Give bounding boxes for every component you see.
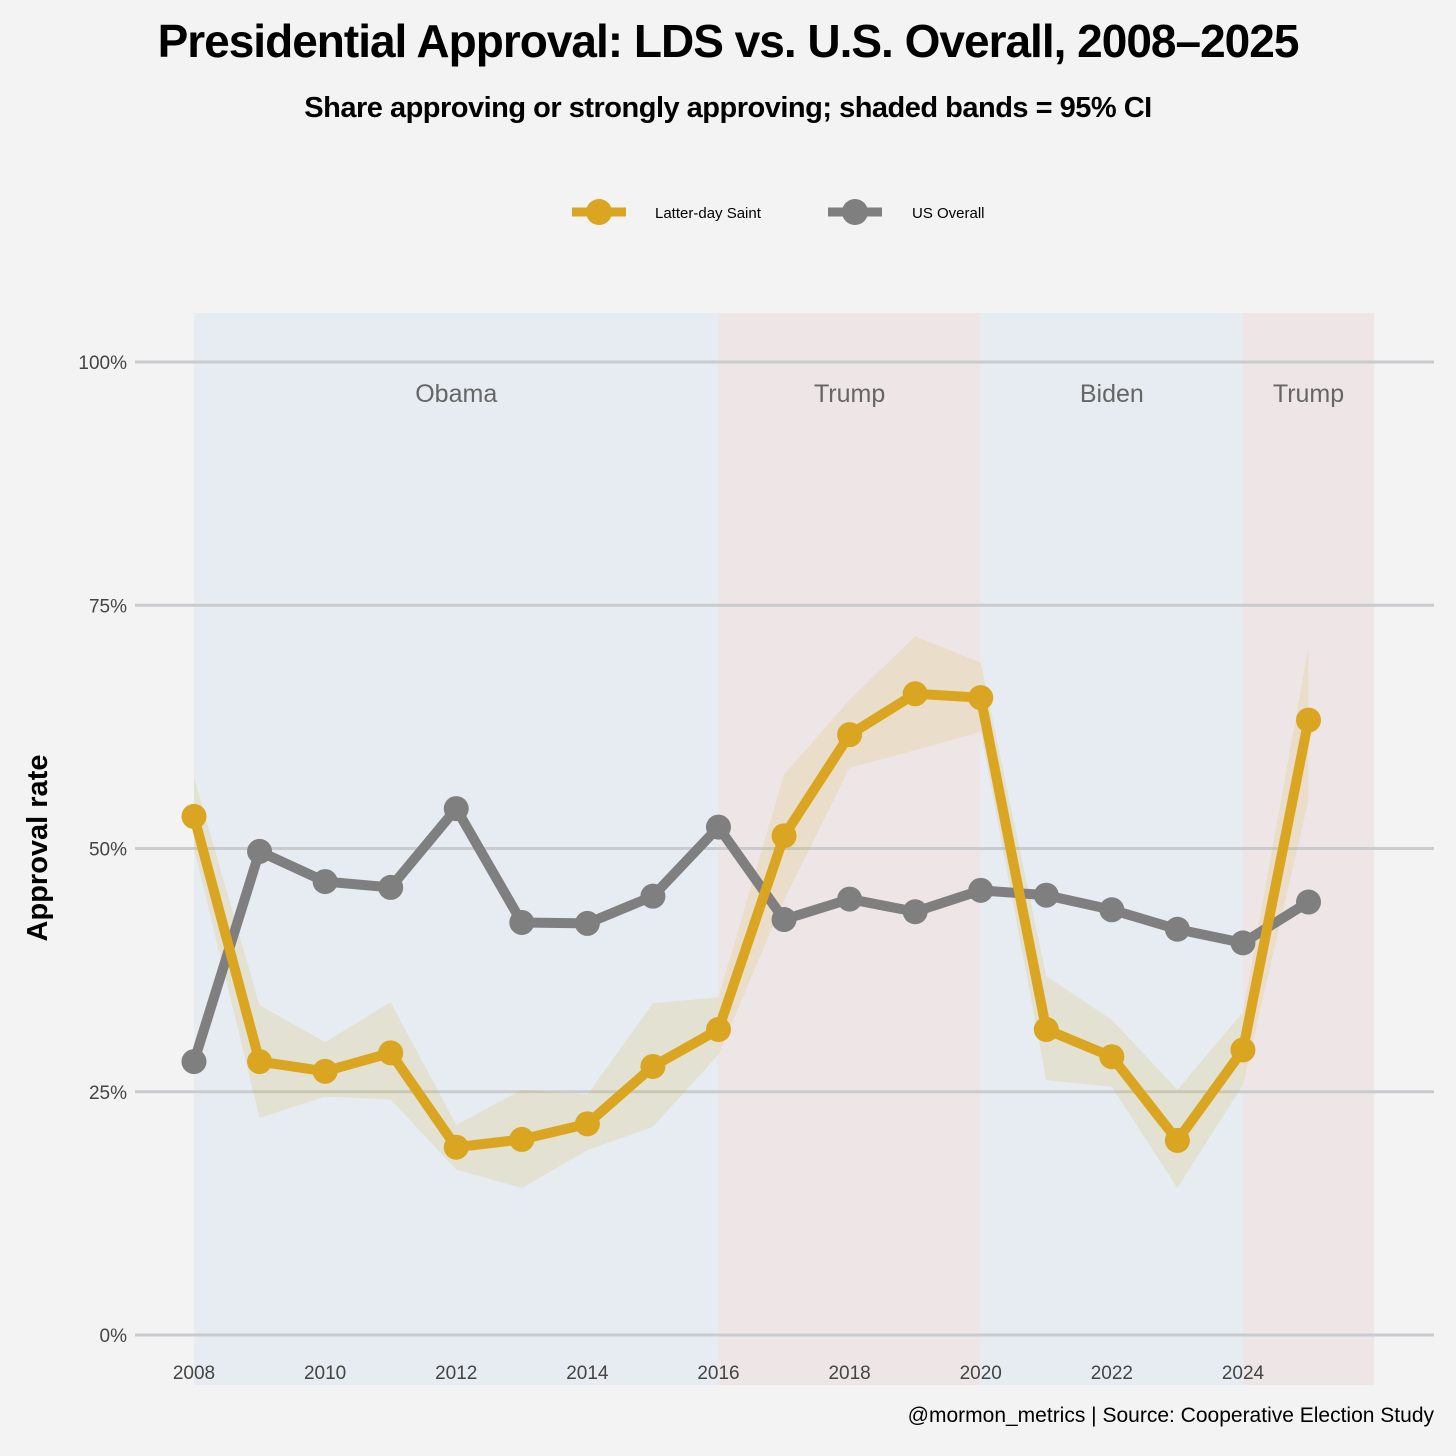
era-label: Obama	[415, 380, 497, 408]
y-tick-label: 0%	[100, 1326, 128, 1347]
x-tick-label: 2020	[960, 1363, 1002, 1384]
data-point-us-overall	[902, 899, 928, 925]
data-point-us-overall	[181, 1049, 207, 1075]
x-tick-label: 2014	[566, 1363, 609, 1384]
data-point-latter-day-saint	[574, 1111, 600, 1137]
legend-label: US Overall	[912, 205, 985, 222]
data-point-us-overall	[378, 874, 404, 900]
data-point-us-overall	[247, 838, 273, 864]
y-tick-label: 75%	[89, 596, 127, 617]
data-point-latter-day-saint	[312, 1058, 338, 1084]
data-point-latter-day-saint	[1099, 1044, 1125, 1070]
y-axis-label: Approval rate	[22, 755, 54, 942]
data-point-latter-day-saint	[1164, 1127, 1190, 1153]
data-point-latter-day-saint	[771, 823, 797, 849]
chart-title: Presidential Approval: LDS vs. U.S. Over…	[157, 15, 1300, 67]
data-point-latter-day-saint	[1296, 707, 1322, 733]
data-point-latter-day-saint	[902, 681, 928, 707]
data-point-us-overall	[443, 796, 469, 822]
data-point-us-overall	[1033, 882, 1059, 908]
data-point-latter-day-saint	[705, 1016, 731, 1042]
data-point-latter-day-saint	[181, 803, 207, 829]
data-point-us-overall	[1296, 889, 1322, 915]
data-point-latter-day-saint	[1033, 1016, 1059, 1042]
era-label: Biden	[1080, 380, 1144, 408]
data-point-latter-day-saint	[509, 1126, 535, 1152]
data-point-us-overall	[312, 869, 338, 895]
x-tick-label: 2010	[304, 1363, 346, 1384]
data-point-us-overall	[640, 883, 666, 909]
data-point-us-overall	[1164, 916, 1190, 942]
data-point-us-overall	[1230, 930, 1256, 956]
data-point-us-overall	[968, 877, 994, 903]
data-point-latter-day-saint	[837, 722, 863, 748]
data-point-latter-day-saint	[968, 685, 994, 711]
data-point-us-overall	[509, 909, 535, 935]
y-tick-label: 25%	[89, 1083, 127, 1104]
data-point-latter-day-saint	[1230, 1037, 1256, 1063]
x-tick-label: 2022	[1091, 1363, 1133, 1384]
data-point-latter-day-saint	[247, 1049, 273, 1075]
data-point-us-overall	[574, 910, 600, 936]
lds-confidence-band	[194, 636, 1309, 1189]
data-point-latter-day-saint	[378, 1040, 404, 1066]
chart-subtitle: Share approving or strongly approving; s…	[304, 92, 1152, 124]
x-tick-label: 2016	[697, 1363, 739, 1384]
x-tick-label: 2024	[1222, 1363, 1265, 1384]
y-tick-label: 100%	[78, 353, 127, 374]
era-label: Trump	[1273, 380, 1344, 408]
caption: @mormon_metrics | Source: Cooperative El…	[907, 1404, 1434, 1427]
data-point-latter-day-saint	[640, 1053, 666, 1079]
data-point-us-overall	[837, 886, 863, 912]
legend-marker	[842, 199, 868, 225]
x-tick-label: 2018	[828, 1363, 870, 1384]
legend-marker	[586, 199, 612, 225]
x-tick-label: 2012	[435, 1363, 477, 1384]
data-point-us-overall	[705, 814, 731, 840]
data-point-us-overall	[771, 907, 797, 933]
legend-label: Latter-day Saint	[655, 205, 762, 222]
data-point-us-overall	[1099, 897, 1125, 923]
data-point-latter-day-saint	[443, 1134, 469, 1160]
x-tick-label: 2008	[173, 1363, 215, 1384]
era-label: Trump	[814, 380, 885, 408]
y-tick-label: 50%	[89, 840, 127, 861]
